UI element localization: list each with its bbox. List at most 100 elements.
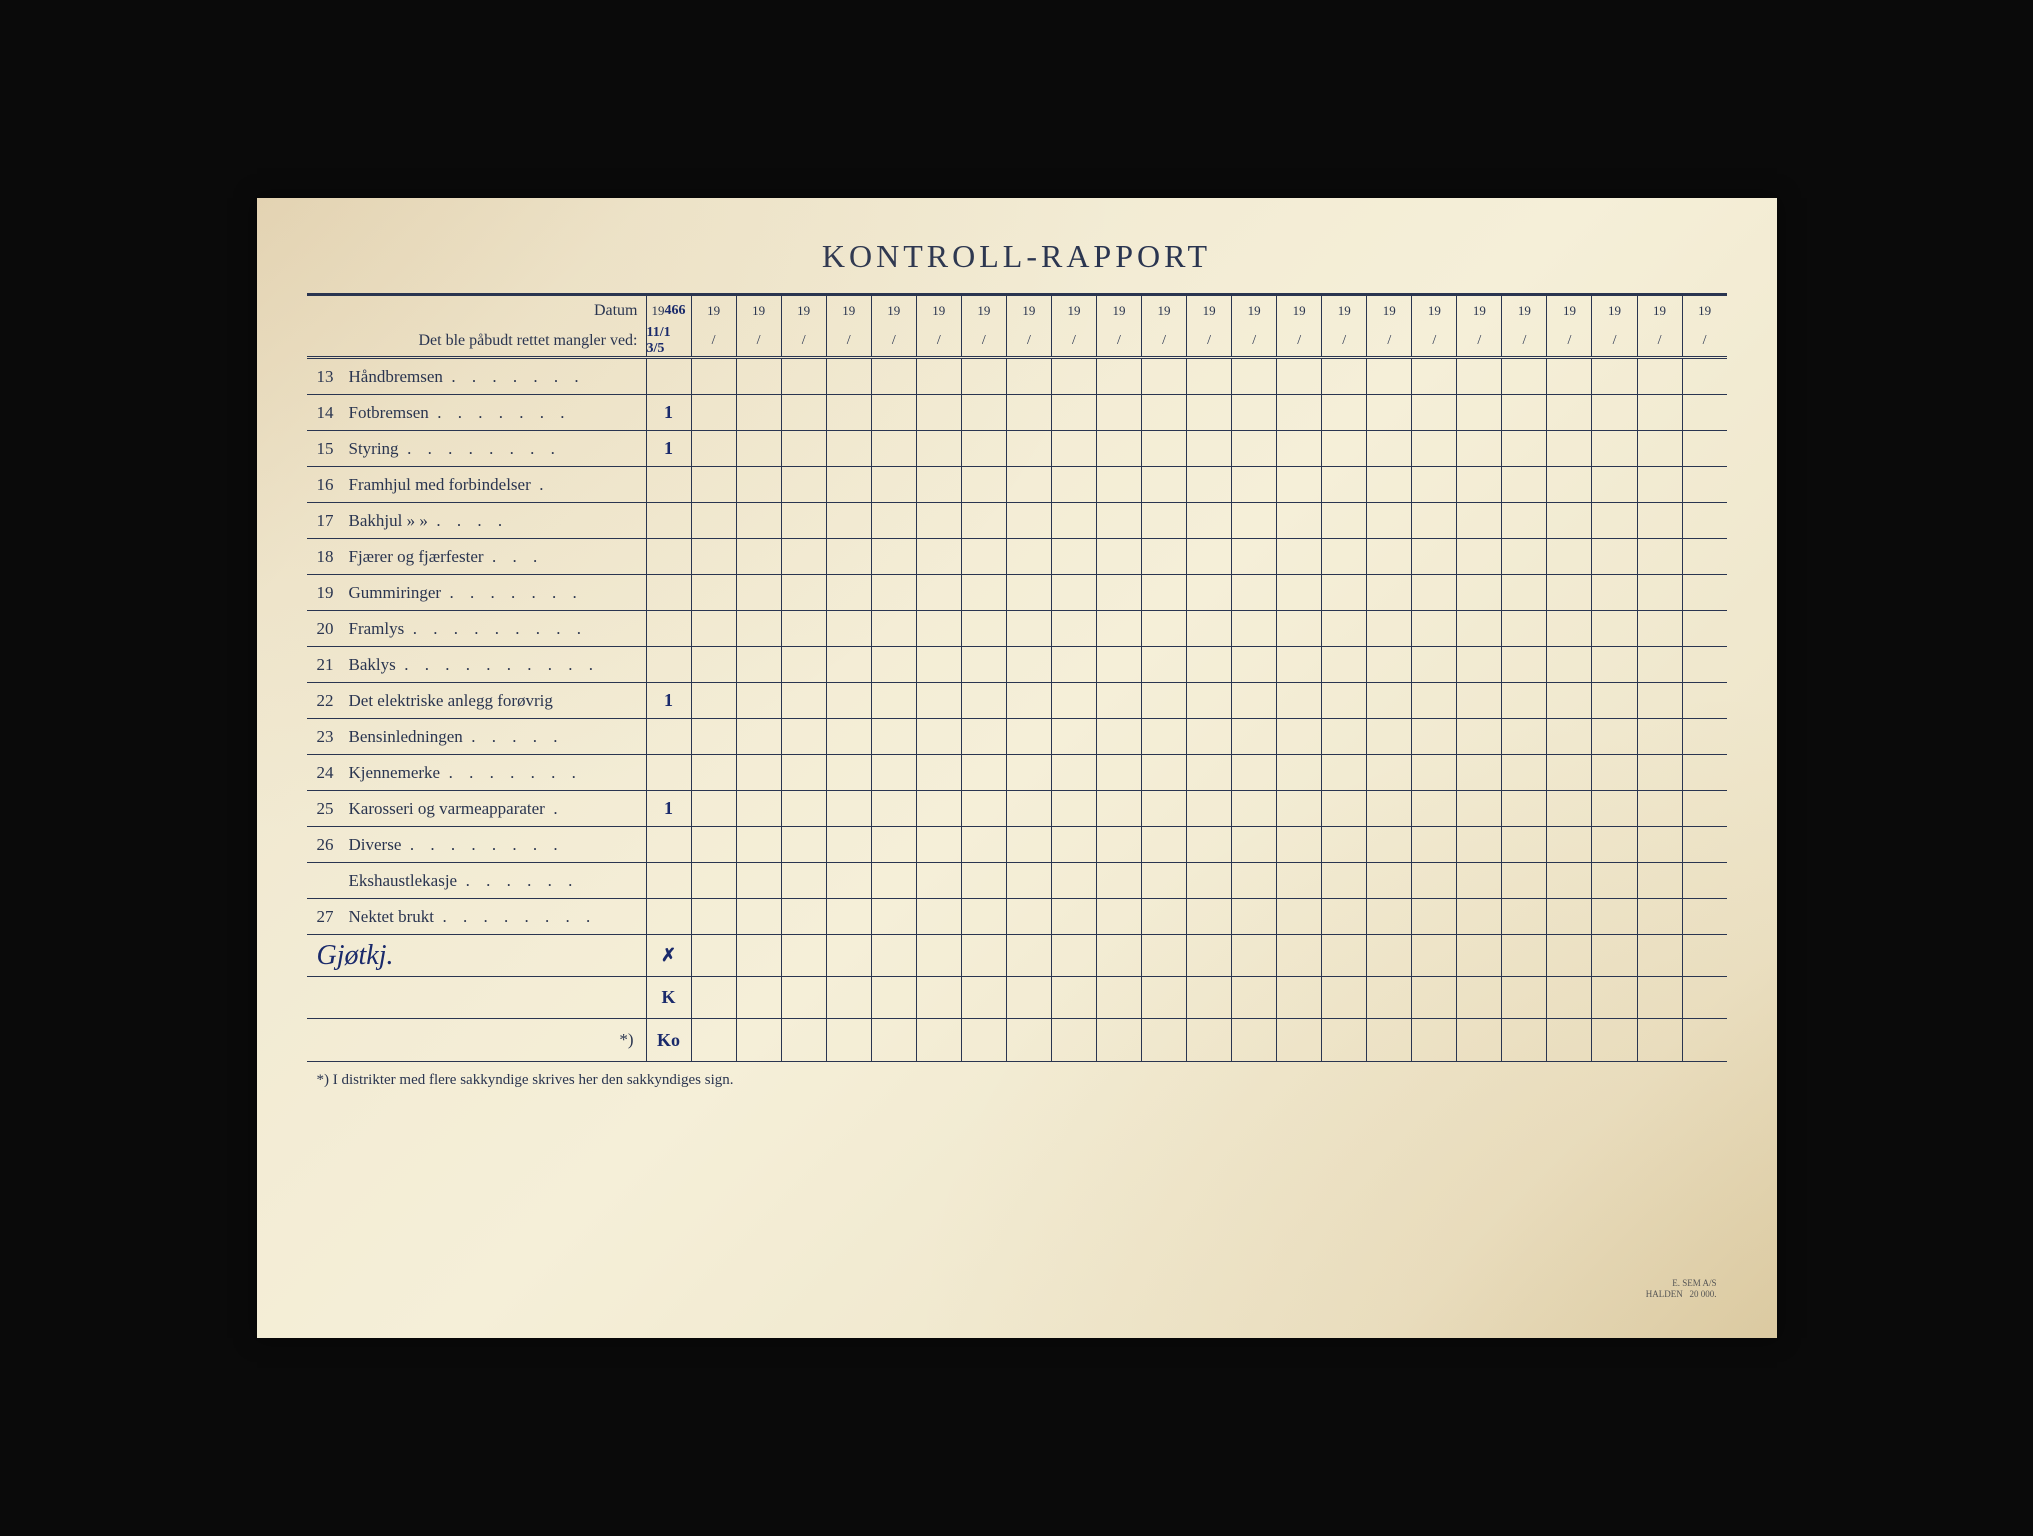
data-cell xyxy=(1412,683,1457,718)
data-cell xyxy=(872,611,917,646)
datum-col: 19 xyxy=(1007,296,1052,326)
data-cell xyxy=(647,719,692,754)
data-cell xyxy=(692,935,737,976)
slash-icon: / xyxy=(1522,333,1526,349)
data-cell xyxy=(692,575,737,610)
data-cell xyxy=(1007,467,1052,502)
data-cell xyxy=(692,395,737,430)
data-cell xyxy=(1187,467,1232,502)
data-cell xyxy=(1232,359,1277,394)
data-cell xyxy=(1232,539,1277,574)
data-cell xyxy=(1142,977,1187,1018)
row-text: Styring . . . . . . . . xyxy=(349,439,646,459)
data-cell xyxy=(1592,719,1637,754)
data-cell xyxy=(917,935,962,976)
slash-icon: / xyxy=(1658,333,1662,349)
datum-col: 19 xyxy=(1142,296,1187,326)
data-cell xyxy=(1232,791,1277,826)
hw-mark: K xyxy=(662,987,676,1008)
data-cell xyxy=(1367,719,1412,754)
sub-col: / xyxy=(872,326,917,356)
datum-col: 19 xyxy=(962,296,1007,326)
data-cell xyxy=(1457,863,1502,898)
data-cell xyxy=(1457,611,1502,646)
data-cell xyxy=(1052,395,1097,430)
slash-icon: / xyxy=(847,333,851,349)
data-cell xyxy=(647,575,692,610)
data-cell xyxy=(1502,719,1547,754)
data-cell xyxy=(962,395,1007,430)
data-cell xyxy=(1277,719,1322,754)
data-cell xyxy=(692,359,737,394)
data-cell xyxy=(692,791,737,826)
row-number: 25 xyxy=(317,799,349,819)
data-cell xyxy=(1457,827,1502,862)
data-cell xyxy=(1052,575,1097,610)
datum-col: 19 xyxy=(1097,296,1142,326)
data-cell xyxy=(1502,359,1547,394)
data-cell xyxy=(1502,575,1547,610)
data-cell xyxy=(1142,1019,1187,1061)
row-number: 26 xyxy=(317,835,349,855)
header-row-datum: Datum 1946619191919191919191919191919191… xyxy=(307,296,1727,326)
data-cell xyxy=(1547,359,1592,394)
data-cell xyxy=(1412,827,1457,862)
data-cell xyxy=(1187,1019,1232,1061)
data-cell xyxy=(1367,791,1412,826)
sub-col: / xyxy=(1412,326,1457,356)
data-cell xyxy=(962,719,1007,754)
row-text: Framhjul med forbindelser . xyxy=(349,475,646,495)
data-cell xyxy=(962,539,1007,574)
data-cell xyxy=(1367,977,1412,1018)
data-cell xyxy=(1097,977,1142,1018)
data-cell xyxy=(917,683,962,718)
data-cell xyxy=(1232,977,1277,1018)
signature-row: K xyxy=(307,977,1727,1019)
data-cell xyxy=(1322,503,1367,538)
data-cell xyxy=(1457,1019,1502,1061)
data-cell xyxy=(1187,395,1232,430)
data-cell xyxy=(1277,683,1322,718)
data-cell xyxy=(737,359,782,394)
data-cell xyxy=(1412,467,1457,502)
data-cell xyxy=(1187,791,1232,826)
data-cell xyxy=(1547,755,1592,790)
data-cell xyxy=(1142,539,1187,574)
data-cell xyxy=(1322,575,1367,610)
data-cell xyxy=(692,431,737,466)
printer-line2: HALDEN xyxy=(1646,1289,1683,1299)
data-cell xyxy=(1142,899,1187,934)
row-number: 13 xyxy=(317,367,349,387)
data-cell xyxy=(1052,755,1097,790)
data-cell xyxy=(1367,539,1412,574)
leader-dots: . . . . . . . xyxy=(437,403,570,422)
table-row: 27Nektet brukt . . . . . . . . xyxy=(307,899,1727,935)
sub-col: / xyxy=(1232,326,1277,356)
data-cell xyxy=(1592,899,1637,934)
data-cell xyxy=(782,359,827,394)
data-cell xyxy=(1547,431,1592,466)
data-cell xyxy=(782,395,827,430)
leader-dots: . . . . . . . xyxy=(451,367,584,386)
data-cell xyxy=(1638,1019,1683,1061)
data-cell xyxy=(737,719,782,754)
slash-icon: / xyxy=(1162,333,1166,349)
data-cell xyxy=(872,647,917,682)
data-cell xyxy=(1007,611,1052,646)
data-cell xyxy=(827,647,872,682)
data-cell xyxy=(1592,395,1637,430)
data-cell xyxy=(1007,863,1052,898)
data-cell xyxy=(1412,539,1457,574)
data-cell xyxy=(1142,611,1187,646)
data-cell xyxy=(782,683,827,718)
data-cell xyxy=(647,899,692,934)
header-row-sub: Det ble påbudt rettet mangler ved: 11/1 … xyxy=(307,326,1727,356)
data-cell xyxy=(1683,899,1727,934)
data-cell xyxy=(1097,395,1142,430)
data-cell xyxy=(692,827,737,862)
asterisk-ref: *) xyxy=(619,1030,633,1050)
data-cell xyxy=(962,683,1007,718)
data-cell xyxy=(1638,791,1683,826)
subheader-label: Det ble påbudt rettet mangler ved: xyxy=(307,326,647,356)
data-cell xyxy=(872,683,917,718)
